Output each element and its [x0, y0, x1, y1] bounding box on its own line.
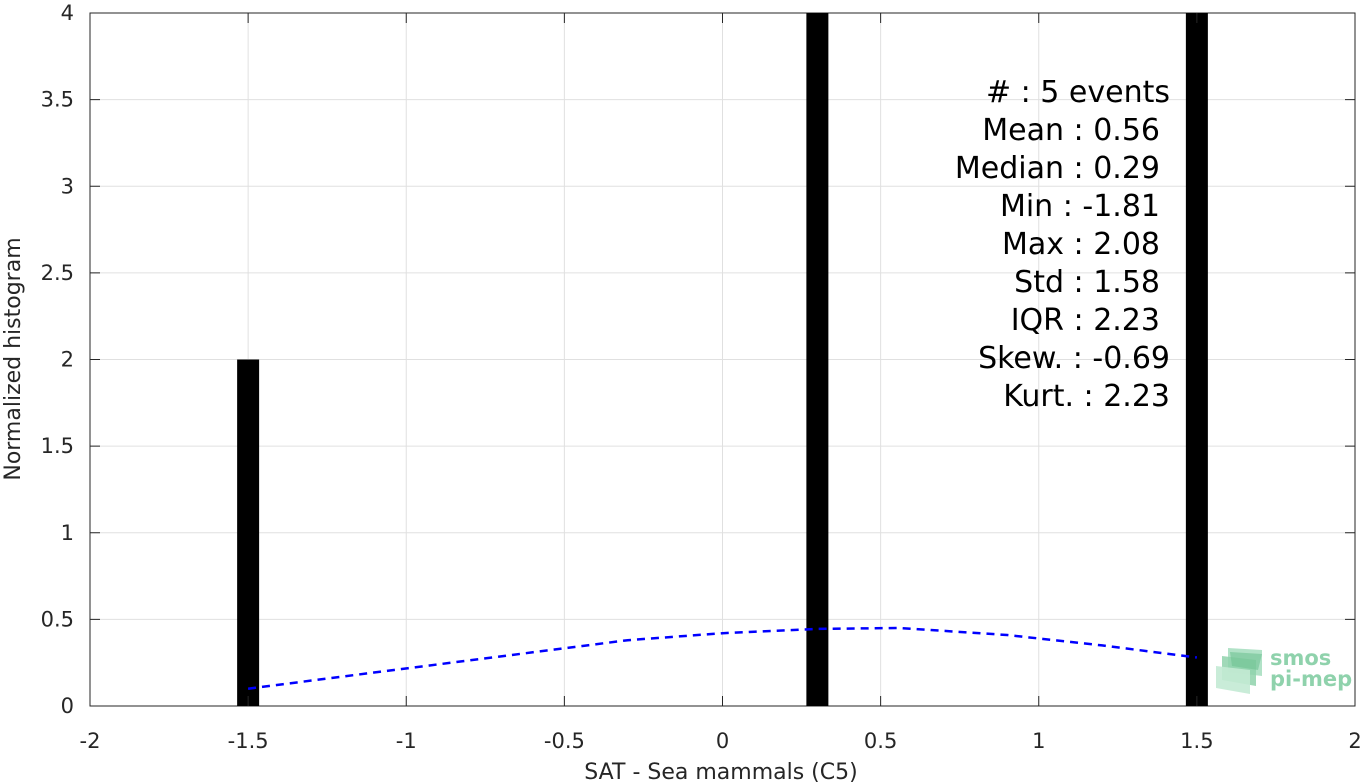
- x-tick-label: 0.5: [864, 729, 897, 753]
- stats-line: Std : 1.58: [1014, 265, 1160, 300]
- x-tick-label: -2: [80, 729, 101, 753]
- y-tick-label: 2.5: [41, 261, 74, 285]
- y-tick-label: 2: [61, 348, 74, 372]
- bars: [237, 13, 1208, 706]
- y-tick-label: 0.5: [41, 607, 74, 631]
- x-tick-label: -1: [396, 729, 417, 753]
- histogram-bar: [1185, 13, 1208, 706]
- histogram-bar: [237, 359, 260, 706]
- stats-line: Median : 0.29: [955, 151, 1160, 186]
- y-tick-label: 3.5: [41, 88, 74, 112]
- smos-pi-mep-logo: smos pi-mep: [1216, 646, 1352, 694]
- x-tick-label: 2: [1348, 729, 1361, 753]
- y-tick-label: 3: [61, 174, 74, 198]
- stats-line: Kurt. : 2.23: [1003, 379, 1170, 414]
- x-tick-label: 1.5: [1180, 729, 1213, 753]
- stats-line: Min : -1.81: [1000, 189, 1160, 224]
- y-tick-label: 0: [61, 694, 74, 718]
- y-tick-labels: 0 0.5 1 1.5 2 2.5 3 3.5 4: [41, 1, 74, 718]
- y-axis-label: Normalized histogram: [1, 237, 26, 480]
- axis-ticks: [89, 12, 1356, 707]
- logo-text-pimep: pi-mep: [1270, 667, 1352, 691]
- y-tick-label: 1: [61, 521, 74, 545]
- logo-layers-icon: [1216, 648, 1262, 694]
- stats-line: IQR : 2.23: [1011, 303, 1160, 338]
- x-tick-label: 0: [716, 729, 729, 753]
- x-tick-label: -1.5: [228, 729, 269, 753]
- stats-line: Skew. : -0.69: [978, 341, 1170, 376]
- histogram-bar: [806, 13, 829, 706]
- stats-line: # : 5 events: [986, 75, 1170, 110]
- y-tick-label: 1.5: [41, 434, 74, 458]
- stats-line: Mean : 0.56: [982, 113, 1160, 148]
- x-axis-label: SAT - Sea mammals (C5): [584, 760, 857, 784]
- y-tick-label: 4: [61, 1, 74, 25]
- stats-line: Max : 2.08: [1002, 227, 1160, 262]
- x-tick-label: -0.5: [544, 729, 585, 753]
- logo-text-smos: smos: [1270, 646, 1331, 670]
- x-tick-label: 1: [1032, 729, 1045, 753]
- fit-curve: [247, 626, 1198, 690]
- x-tick-labels: -2 -1.5 -1 -0.5 0 0.5 1 1.5 2: [80, 729, 1362, 753]
